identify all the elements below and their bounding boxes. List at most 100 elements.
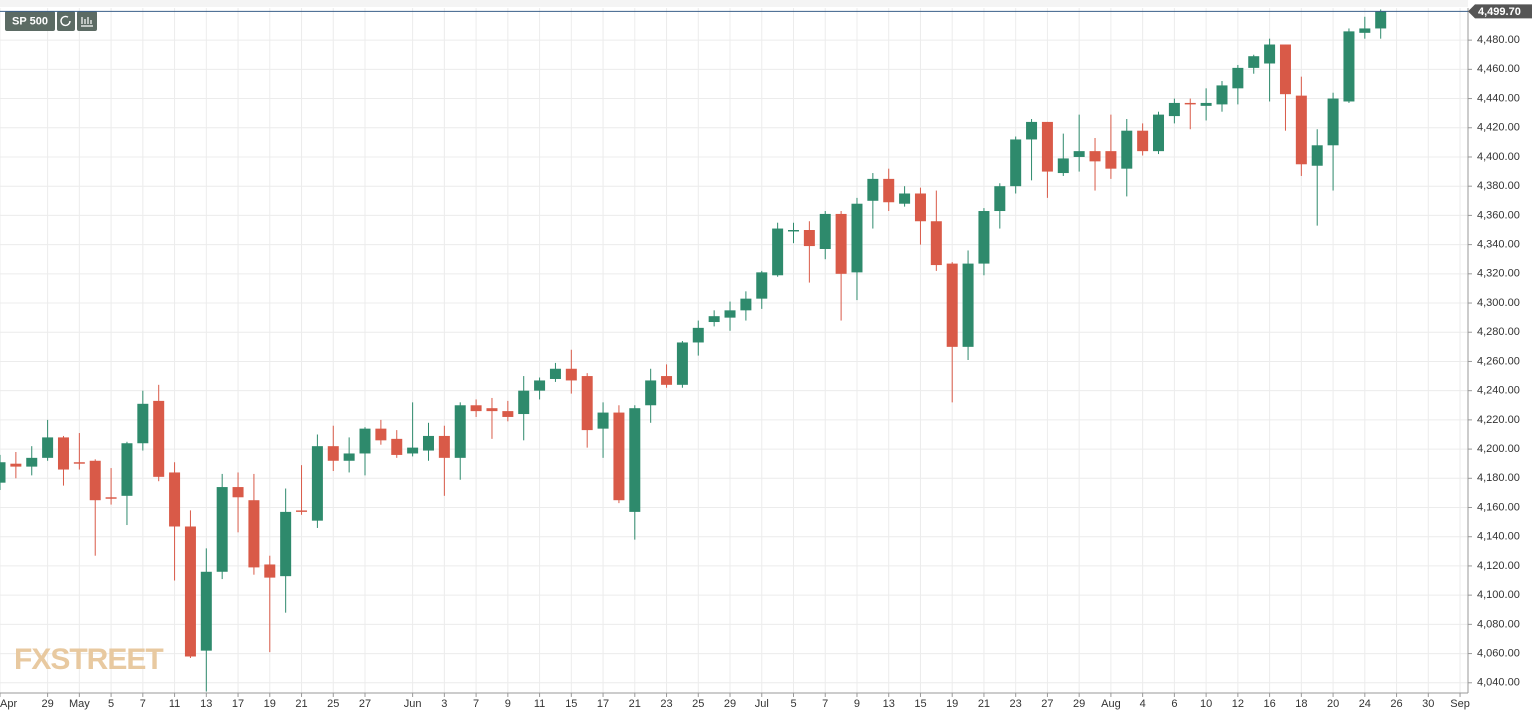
y-tick-label: 4,160.00: [1477, 501, 1520, 513]
y-tick-label: 4,120.00: [1477, 560, 1520, 572]
x-tick-label: 11: [534, 698, 545, 710]
x-tick-label: 27: [1041, 698, 1053, 710]
candle-body: [1248, 56, 1260, 68]
candle-body: [1057, 158, 1069, 174]
y-tick-label: 4,240.00: [1477, 385, 1520, 397]
candle-body: [835, 213, 847, 274]
last-price-tag: [1468, 4, 1532, 19]
candle-body: [200, 571, 212, 651]
x-tick-label: 27: [359, 698, 371, 710]
y-tick-label: 4,460.00: [1477, 63, 1520, 75]
symbol-box: [5, 11, 55, 31]
candle-body: [296, 510, 308, 512]
candle-body: [756, 272, 768, 299]
candle-body: [645, 380, 657, 406]
y-tick-label: 4,380.00: [1477, 180, 1520, 192]
candle-body: [772, 228, 784, 276]
x-tick-label: Jul: [755, 698, 769, 710]
x-tick-label: 7: [822, 698, 828, 710]
candle-body: [1216, 85, 1228, 105]
x-tick-label: 21: [295, 698, 307, 710]
x-tick-label: 18: [1295, 698, 1307, 710]
candle-body: [597, 412, 609, 429]
candle-body: [280, 511, 292, 577]
x-tick-label: 16: [1263, 698, 1275, 710]
candle-body: [375, 428, 387, 441]
x-tick-label: 19: [264, 698, 276, 710]
y-tick-label: 4,200.00: [1477, 443, 1520, 455]
x-tick-label: 9: [854, 698, 860, 710]
candle-body: [422, 435, 434, 451]
refresh-icon: [60, 15, 71, 27]
candle-body: [549, 368, 561, 379]
candle-body: [1295, 95, 1307, 165]
y-tick-label: 4,220.00: [1477, 414, 1520, 426]
x-tick-label: 25: [692, 698, 704, 710]
y-tick-label: 4,300.00: [1477, 297, 1520, 309]
candle-body: [1073, 151, 1085, 157]
y-tick-label: 4,100.00: [1477, 589, 1520, 601]
y-tick-label: 4,420.00: [1477, 122, 1520, 134]
x-tick-label: 5: [790, 698, 796, 710]
y-tick-label: 4,180.00: [1477, 472, 1520, 484]
candle-body: [486, 408, 498, 412]
grid: [0, 8, 1468, 693]
x-tick-label: 25: [327, 698, 339, 710]
x-tick-label: Sep: [1450, 698, 1470, 710]
x-tick-label: 20: [1327, 698, 1339, 710]
candle-body: [153, 400, 165, 477]
x-tick-label: Apr: [0, 698, 17, 710]
candle-body: [343, 453, 355, 461]
candle-body: [534, 380, 546, 391]
candle-body: [1105, 151, 1117, 169]
candle-body: [57, 437, 69, 470]
axes: 4,040.00 4,060.00 4,080.00 4,100.00 4,120.00…: [0, 4, 1532, 710]
candle-body: [788, 230, 799, 232]
candle-body: [311, 446, 323, 521]
candle-body: [883, 178, 895, 203]
candle-body: [1279, 44, 1291, 95]
x-tick-label: 15: [914, 698, 926, 710]
candle-body: [565, 368, 577, 381]
candle-body: [248, 500, 260, 568]
x-tick-label: 26: [1390, 698, 1402, 710]
x-tick-label: 15: [565, 698, 577, 710]
candle-body: [819, 213, 831, 249]
candle-body: [851, 203, 863, 273]
x-tick-label: May: [69, 698, 90, 710]
candle-body: [232, 487, 244, 498]
candle-body: [391, 438, 403, 455]
y-tick-label: 4,060.00: [1477, 647, 1520, 659]
candle-body: [581, 376, 593, 431]
candle-body: [1232, 67, 1244, 89]
candle-body: [1010, 139, 1022, 187]
x-tick-label: 21: [978, 698, 990, 710]
refresh-button[interactable]: [57, 11, 75, 31]
candle-body: [137, 403, 149, 444]
x-tick-label: 9: [505, 698, 511, 710]
y-tick-label: 4,140.00: [1477, 531, 1520, 543]
candle-body: [930, 221, 942, 266]
x-tick-label: 23: [1010, 698, 1022, 710]
indicator-button[interactable]: [77, 11, 97, 31]
x-tick-label: 11: [169, 698, 180, 710]
candle-body: [914, 193, 926, 222]
candle-body: [1375, 11, 1387, 29]
candle-body: [1184, 102, 1196, 105]
candle-body: [359, 428, 371, 454]
y-tick-label: 4,400.00: [1477, 151, 1520, 163]
candle-body: [1026, 121, 1038, 140]
candle-body: [1089, 151, 1101, 162]
candles: [0, 9, 1387, 692]
y-tick-label: 4,040.00: [1477, 677, 1520, 689]
y-tick-label: 4,480.00: [1477, 34, 1520, 46]
candle-body: [978, 211, 990, 264]
y-tick-label: 4,360.00: [1477, 209, 1520, 221]
candle-body: [121, 443, 133, 496]
candle-body: [216, 487, 228, 572]
candle-body: [1168, 102, 1180, 117]
x-tick-label: 23: [660, 698, 672, 710]
x-tick-label: 13: [883, 698, 895, 710]
last-price-label: 4,499.70: [1478, 6, 1521, 18]
